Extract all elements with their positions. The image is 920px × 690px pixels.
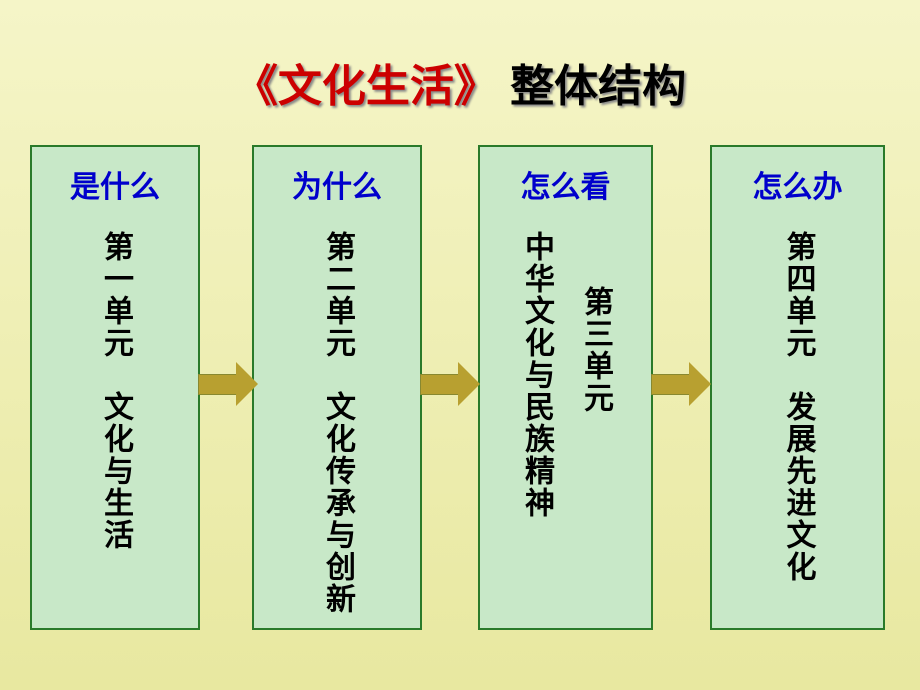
vertical-label: 第二单元 文化传承与创新: [315, 231, 359, 615]
slide-container: 《文化生活》 整体结构 是什么第一单元 文化与生活为什么第二单元 文化传承与创新…: [0, 0, 920, 690]
vertical-label: 第三单元: [573, 286, 617, 414]
arrow-body: [198, 374, 238, 395]
unit-box-3: 怎么看中华文化与民族精神第三单元: [478, 145, 653, 630]
box-header: 为什么: [254, 147, 420, 211]
box-header: 是什么: [32, 147, 198, 211]
box-header: 怎么办: [712, 147, 883, 211]
box-content: 中华文化与民族精神第三单元: [480, 211, 651, 622]
title-black-part: 整体结构: [498, 62, 686, 111]
title-container: 《文化生活》 整体结构: [0, 50, 920, 114]
title-red-part: 《文化生活》: [234, 62, 498, 111]
box-content: 第二单元 文化传承与创新: [254, 211, 420, 622]
box-header: 怎么看: [480, 147, 651, 211]
arrow-body: [420, 374, 460, 395]
arrow-head-icon: [689, 362, 711, 406]
unit-box-4: 怎么办第四单元 发展先进文化: [710, 145, 885, 630]
vertical-label: 中华文化与民族精神: [514, 231, 558, 519]
box-content: 第一单元 文化与生活: [32, 211, 198, 622]
unit-box-1: 是什么第一单元 文化与生活: [30, 145, 200, 630]
unit-box-2: 为什么第二单元 文化传承与创新: [252, 145, 422, 630]
box-content: 第四单元 发展先进文化: [712, 211, 883, 622]
flow-arrow-2: [420, 362, 480, 407]
arrow-body: [651, 374, 691, 395]
vertical-label: 第四单元 发展先进文化: [776, 231, 820, 583]
arrow-head-icon: [236, 362, 258, 406]
flow-arrow-1: [198, 362, 258, 407]
arrow-head-icon: [458, 362, 480, 406]
vertical-label: 第一单元 文化与生活: [93, 231, 137, 551]
flow-arrow-3: [651, 362, 711, 407]
